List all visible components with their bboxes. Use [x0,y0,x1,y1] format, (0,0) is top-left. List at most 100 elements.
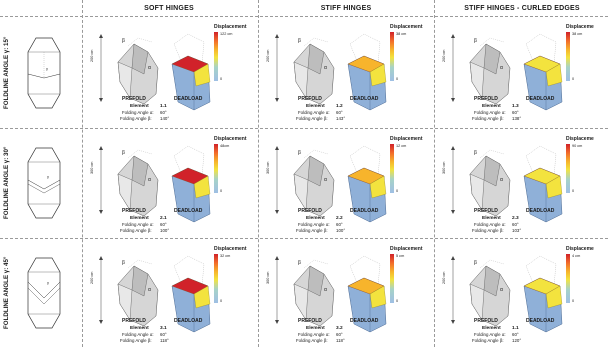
folding-angle-alpha-value: 60° [160,222,167,227]
folding-angle-alpha-value: 60° [336,222,343,227]
folding-angle-beta-label: Folding Angle β: [296,116,328,121]
element-label: Element [306,216,325,221]
folding-angle-beta-value: 118° [336,338,345,343]
deadload-label: DEADLOAD [174,208,203,214]
analysis-cell: 300 cm β α Displaceme 90 cm 0 PREFOLD DEADLOAD E… [442,130,602,236]
beta-label: β [474,38,477,44]
divider-row3 [0,238,608,239]
dimension-label: 200 cm [90,271,94,284]
displacement-min: 0 [220,189,223,193]
beta-label: β [122,38,125,44]
dimension-label: 300 cm [266,271,270,284]
element-label: Element [306,104,325,109]
folding-angle-beta-label: Folding Angle β: [472,228,504,233]
folding-angle-beta-value: 120° [512,338,522,343]
deadload-model [523,145,563,223]
folding-angle-alpha-label: Folding Angle α: [298,110,330,115]
folding-angle-beta-value: 118° [160,338,169,343]
folding-angle-alpha-value: 60° [512,110,519,115]
deadload-label: DEADLOAD [350,318,379,324]
displacement-max: 4 cm [572,254,581,258]
dimension-arrow [275,256,279,324]
alpha-label: α [500,287,503,293]
folding-angle-alpha-label: Folding Angle α: [122,110,154,115]
element-label: Element [130,104,149,109]
alpha-label: α [500,65,503,71]
alpha-label: α [500,177,503,183]
element-label: Element [482,216,501,221]
displacement-min: 0 [572,189,575,193]
row-label-30: FOLDLINE ANGLE γ: 30° [3,146,10,220]
displacement-scale [566,144,570,193]
folding-angle-beta-value: 100° [160,228,170,233]
deadload-label: DEADLOAD [350,96,379,102]
displacement-max: 38 cm [572,32,583,36]
beta-label: β [122,150,125,156]
folding-angle-alpha-label: Folding Angle α: [298,222,330,227]
analysis-cell: 200 cm β α Displacement 38 cm 0 PREFOLD DEADLOA… [266,18,426,124]
row-label-15: FOLDLINE ANGLE γ: 15° [3,36,10,110]
prefold-label: PREFOLD [298,96,322,102]
prefold-label: PREFOLD [474,318,498,324]
displacement-scale [390,32,394,81]
displacement-scale [214,32,218,81]
prefold-model [469,259,511,327]
dimension-arrow [451,34,455,102]
header-stiff-hinges: STIFF HINGES [320,5,372,12]
header-curled-edges: STIFF HINGES - CURLED EDGES [464,5,580,12]
deadload-label: DEADLOAD [174,318,203,324]
alpha-label: α [324,65,327,71]
dimension-label: 200 cm [90,49,94,62]
element-id: 2.2 [336,216,343,221]
folding-angle-beta-label: Folding Angle β: [120,338,152,343]
beta-label: β [298,260,301,266]
folding-angle-beta-value: 103° [512,228,522,233]
gamma-label: γ [47,174,49,179]
folding-angle-beta-value: 140° [160,116,170,121]
dimension-label: 200 cm [266,49,270,62]
folding-angle-beta-label: Folding Angle β: [296,228,328,233]
foldline-diagram-45-shape [27,257,61,329]
dimension-arrow [99,256,103,324]
deadload-model [347,33,387,111]
analysis-cell: 300 cm β α Displacement 48cm 0 PREFOLD DEADLOAD… [90,130,250,236]
element-id: 2.3 [512,216,519,221]
displacement-scale [214,144,218,193]
folding-angle-beta-value: 100° [336,228,346,233]
prefold-label: PREFOLD [474,208,498,214]
prefold-label: PREFOLD [298,318,322,324]
alpha-label: α [148,65,151,71]
dimension-label: 200 cm [442,271,446,284]
gamma-label: γ [46,66,48,71]
element-id: 1.3 [512,104,519,109]
foldline-diagram-15: γ [27,37,61,109]
analysis-cell: 300 cm β α Displacement 5 cm 0 PREFOLD DEADLOAD… [266,240,426,346]
folding-angle-alpha-label: Folding Angle α: [122,222,154,227]
element-label: Element [130,326,149,331]
displacement-scale [566,32,570,81]
foldline-diagram-30: γ [27,147,61,219]
divider-row2 [0,128,608,129]
row-label-45: FOLDLINE ANGLE γ: 45° [3,256,10,330]
prefold-model [117,37,159,105]
folding-angle-alpha-value: 60° [512,222,519,227]
folding-angle-alpha-value: 60° [336,110,343,115]
deadload-label: DEADLOAD [526,96,555,102]
folding-angle-beta-value: 138° [512,116,522,121]
displacement-max: 32 cm [220,254,231,258]
prefold-model [293,259,335,327]
beta-label: β [474,260,477,266]
deadload-model [523,33,563,111]
dimension-arrow [275,146,279,214]
dimension-arrow [451,146,455,214]
gamma-label: γ [47,280,49,285]
displacement-max: 12 cm [396,144,407,148]
alpha-label: α [324,177,327,183]
displacement-min: 0 [220,299,223,303]
displacement-min: 0 [220,77,223,81]
displacement-max: 38 cm [396,32,407,36]
element-id: 2.1 [160,216,167,221]
dimension-arrow [451,256,455,324]
deadload-model [171,255,211,333]
prefold-label: PREFOLD [122,318,146,324]
